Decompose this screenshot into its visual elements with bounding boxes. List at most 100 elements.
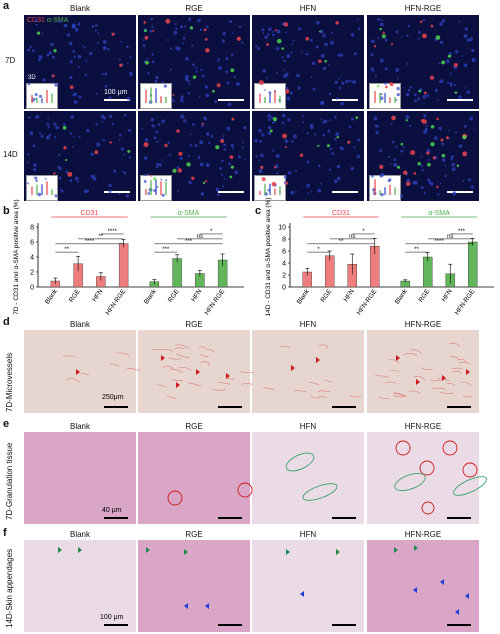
y-tick-label: 10 <box>278 225 286 232</box>
significance-label: **** <box>108 229 118 235</box>
row-label-microvessels: 7D-Microvessels <box>5 352 14 412</box>
scale-bar <box>447 99 473 101</box>
panel-b-label: b <box>3 205 10 217</box>
f-title-blank: Blank <box>69 530 90 539</box>
scale-bar <box>104 406 128 408</box>
scale-bar <box>332 624 356 626</box>
significance-label: * <box>317 247 320 253</box>
bar <box>423 256 433 288</box>
scale-text: 100 μm <box>104 89 128 96</box>
x-tick-label: HFN <box>342 288 356 303</box>
x-tick-label: RGE <box>418 288 432 304</box>
scale-bar <box>218 191 244 193</box>
d-title-hfn: HFN <box>299 320 317 329</box>
3d-inset <box>140 83 172 109</box>
scale-bar <box>218 99 244 101</box>
skin-hfn <box>252 540 364 632</box>
significance-label: ** <box>99 234 104 240</box>
scale-bar <box>218 406 242 408</box>
series-title: α-SMA <box>178 210 200 217</box>
panel-c-label: c <box>255 205 262 217</box>
e-title-rge: RGE <box>185 422 203 431</box>
x-tick-label: Blank <box>44 288 59 306</box>
f-title-rge: RGE <box>185 530 203 539</box>
significance-label: ** <box>339 239 344 245</box>
y-tick-label: 4 <box>30 255 34 262</box>
row-label-7d: 7D <box>5 56 16 65</box>
significance-label: *** <box>458 229 466 235</box>
microvessel-hfn <box>252 330 364 413</box>
3d-inset <box>26 83 58 109</box>
row-label-14d: 14D <box>3 150 18 159</box>
significance-label: * <box>210 229 213 235</box>
x-tick-label: HFN-RGE <box>356 288 379 317</box>
significance-label: ns <box>349 234 355 240</box>
scale-bar <box>218 517 242 519</box>
legend-cd31: CD31 <box>27 17 45 24</box>
3d-inset <box>140 175 172 201</box>
scale-bar <box>104 99 130 101</box>
scale-text: 40 μm <box>102 507 122 514</box>
x-tick-label: HFN-RGE <box>105 288 128 317</box>
d-title-rge: RGE <box>185 320 203 329</box>
d-title-hfn-rge: HFN-RGE <box>404 320 442 329</box>
col-title-blank: Blank <box>69 4 90 13</box>
3d-inset <box>369 83 401 109</box>
x-tick-label: RGE <box>68 288 82 304</box>
3d-inset <box>26 175 58 201</box>
scale-bar <box>104 517 128 519</box>
significance-label: **** <box>434 239 444 245</box>
panel-f-label: f <box>3 527 7 539</box>
skin-blank: 100 μm <box>24 540 136 632</box>
significance-label: ns <box>447 234 453 240</box>
y-tick-label: 2 <box>282 273 286 280</box>
significance-label: ** <box>414 247 419 253</box>
series-title: CD31 <box>332 210 350 217</box>
granulation-hfn <box>252 432 364 524</box>
col-title-rge: RGE <box>185 4 203 13</box>
bar <box>468 241 478 288</box>
fluor-7d-hfn-rge <box>367 15 479 109</box>
significance-label: * <box>362 229 365 235</box>
fluor-14d-rge <box>138 111 250 201</box>
y-tick-label: 0 <box>282 285 286 292</box>
significance-label: ** <box>64 247 69 253</box>
scale-bar <box>104 624 128 626</box>
scale-bar <box>447 406 471 408</box>
significance-label: *** <box>162 247 170 253</box>
scale-bar <box>332 191 358 193</box>
significance-label: **** <box>85 239 95 245</box>
y-tick-label: 0 <box>30 285 34 292</box>
f-title-hfn: HFN <box>299 530 317 539</box>
significance-label: ns <box>197 234 203 240</box>
x-tick-label: RGE <box>167 288 181 304</box>
y-axis-label: 14D - CD31 and α-SMA positive area (%) <box>265 198 272 317</box>
inset-3d-label: 3D <box>28 75 36 81</box>
fluor-7d-hfn <box>252 15 364 109</box>
scale-text: 250μm <box>102 394 124 401</box>
e-title-hfn: HFN <box>299 422 317 431</box>
scale-text: 100 μm <box>100 614 124 621</box>
x-tick-label: HFN-RGE <box>204 288 227 317</box>
scale-bar <box>332 406 356 408</box>
granulation-hfn-rge <box>367 432 479 524</box>
skin-hfn-rge <box>367 540 479 632</box>
fluor-7d-rge <box>138 15 250 109</box>
series-title: CD31 <box>81 210 99 217</box>
granulation-blank: 40 μm <box>24 432 136 524</box>
scale-bar <box>104 191 130 193</box>
scale-bar <box>447 517 471 519</box>
chart-b: 0 2 4 6 8 7D - CD31 and α-SMA positive area (… <box>13 199 244 317</box>
row-label-skin-appendages: 14D-Skin appendages <box>5 548 14 628</box>
x-tick-label: HFN <box>440 288 454 303</box>
3d-inset <box>369 175 401 201</box>
3d-inset <box>254 175 286 201</box>
scale-bar <box>332 517 356 519</box>
f-title-hfn-rge: HFN-RGE <box>404 530 442 539</box>
x-tick-label: HFN-RGE <box>454 288 477 317</box>
x-tick-label: HFN <box>190 288 204 303</box>
row-label-granulation: 7D-Granulation tissue <box>5 442 14 520</box>
scale-bar <box>447 191 473 193</box>
fluor-14d-blank <box>24 111 136 201</box>
e-title-blank: Blank <box>69 422 90 431</box>
